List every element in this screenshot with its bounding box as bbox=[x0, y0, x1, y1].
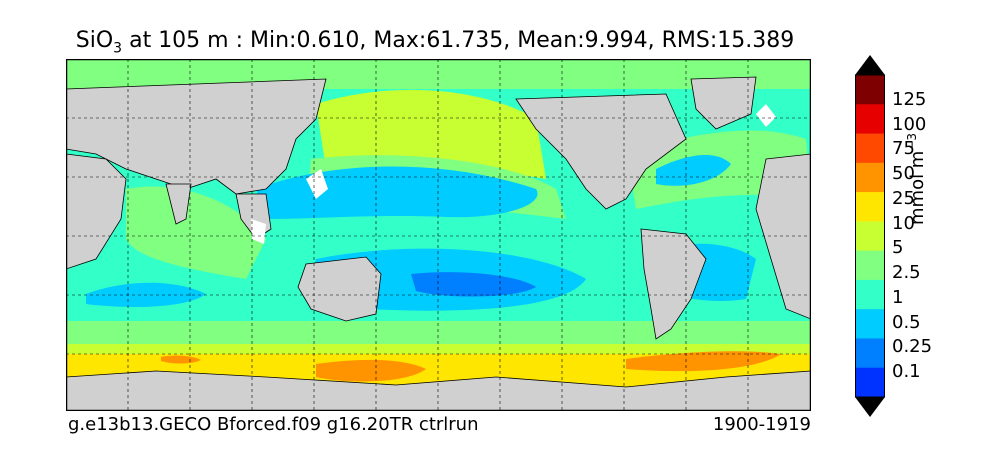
colorbar-tick-label: 0.1 bbox=[892, 361, 921, 383]
colorbar-tick-label: 10 bbox=[892, 212, 915, 234]
colorbar bbox=[855, 55, 885, 417]
colorbar-units: mmol m−3 bbox=[905, 133, 928, 225]
land-south-america bbox=[640, 228, 707, 340]
north-pacific-low bbox=[256, 166, 538, 219]
units-exponent: −3 bbox=[905, 132, 919, 151]
map-title: SiO3 at 105 m : Min:0.610, Max:61.735, M… bbox=[0, 28, 870, 56]
colorbar-segment bbox=[855, 104, 885, 135]
colorbar-tick-label: 50 bbox=[892, 163, 915, 185]
southern-patch-3 bbox=[161, 355, 201, 364]
colorbar-frame bbox=[855, 74, 885, 398]
southern-patch-1 bbox=[316, 359, 426, 382]
colorbar-segment bbox=[855, 221, 885, 252]
title-prefix: SiO bbox=[75, 28, 114, 53]
missing-region-2 bbox=[251, 219, 266, 244]
southern-green-band bbox=[66, 321, 811, 344]
missing-region-3 bbox=[756, 104, 776, 127]
land-australia bbox=[297, 256, 382, 322]
southern-lime-band bbox=[66, 344, 811, 354]
title-rest: at 105 m : Min:0.610, Max:61.735, Mean:9… bbox=[122, 28, 795, 53]
colorbar-segment bbox=[855, 279, 885, 310]
land-india bbox=[165, 183, 192, 225]
colorbar-tick-label: 5 bbox=[892, 237, 904, 259]
south-pacific-lowest bbox=[411, 272, 536, 297]
colorbar-tick-label: 75 bbox=[892, 138, 915, 160]
land-north-america bbox=[515, 93, 687, 210]
colorbar-segment bbox=[855, 192, 885, 222]
colorbar-tick-label: 0.5 bbox=[892, 311, 921, 333]
colorbar-tick-label: 25 bbox=[892, 187, 915, 209]
ocean-silicate-map bbox=[66, 59, 811, 411]
colorbar-tick-label: 2.5 bbox=[892, 262, 921, 284]
indian-ocean-green bbox=[126, 186, 266, 279]
colorbar-tick-label: 0.25 bbox=[892, 336, 933, 358]
title-subscript: 3 bbox=[113, 40, 123, 57]
colorbar-tick-label: 125 bbox=[892, 88, 927, 110]
colorbar-segment bbox=[855, 75, 885, 105]
land-africa bbox=[66, 153, 127, 270]
land-greenland bbox=[690, 76, 757, 130]
colorbar-segment bbox=[855, 309, 885, 339]
year-range: 1900-1919 bbox=[712, 414, 811, 435]
colorbar-segment bbox=[855, 250, 885, 281]
colorbar-segment bbox=[855, 338, 885, 369]
colorbar-tick-label: 1 bbox=[892, 286, 904, 308]
units-main: mmol m bbox=[907, 150, 928, 225]
land-europe-africa-east bbox=[755, 153, 811, 320]
north-atlantic-low bbox=[656, 154, 731, 186]
missing-region-1 bbox=[306, 169, 328, 199]
colorbar-segment bbox=[855, 133, 885, 164]
land-eurasia bbox=[66, 78, 327, 195]
colorbar-tick-label: 100 bbox=[892, 113, 927, 135]
colorbar-segment bbox=[855, 367, 885, 398]
map-frame bbox=[66, 59, 811, 411]
colorbar-bottom-extend bbox=[855, 397, 885, 417]
southern-patch-2 bbox=[626, 351, 781, 372]
colorbar-segment bbox=[855, 162, 885, 193]
colorbar-top-extend bbox=[855, 55, 885, 75]
run-identifier: g.e13b13.GECO Bforced.f09 g16.20TR ctrlr… bbox=[68, 414, 479, 435]
